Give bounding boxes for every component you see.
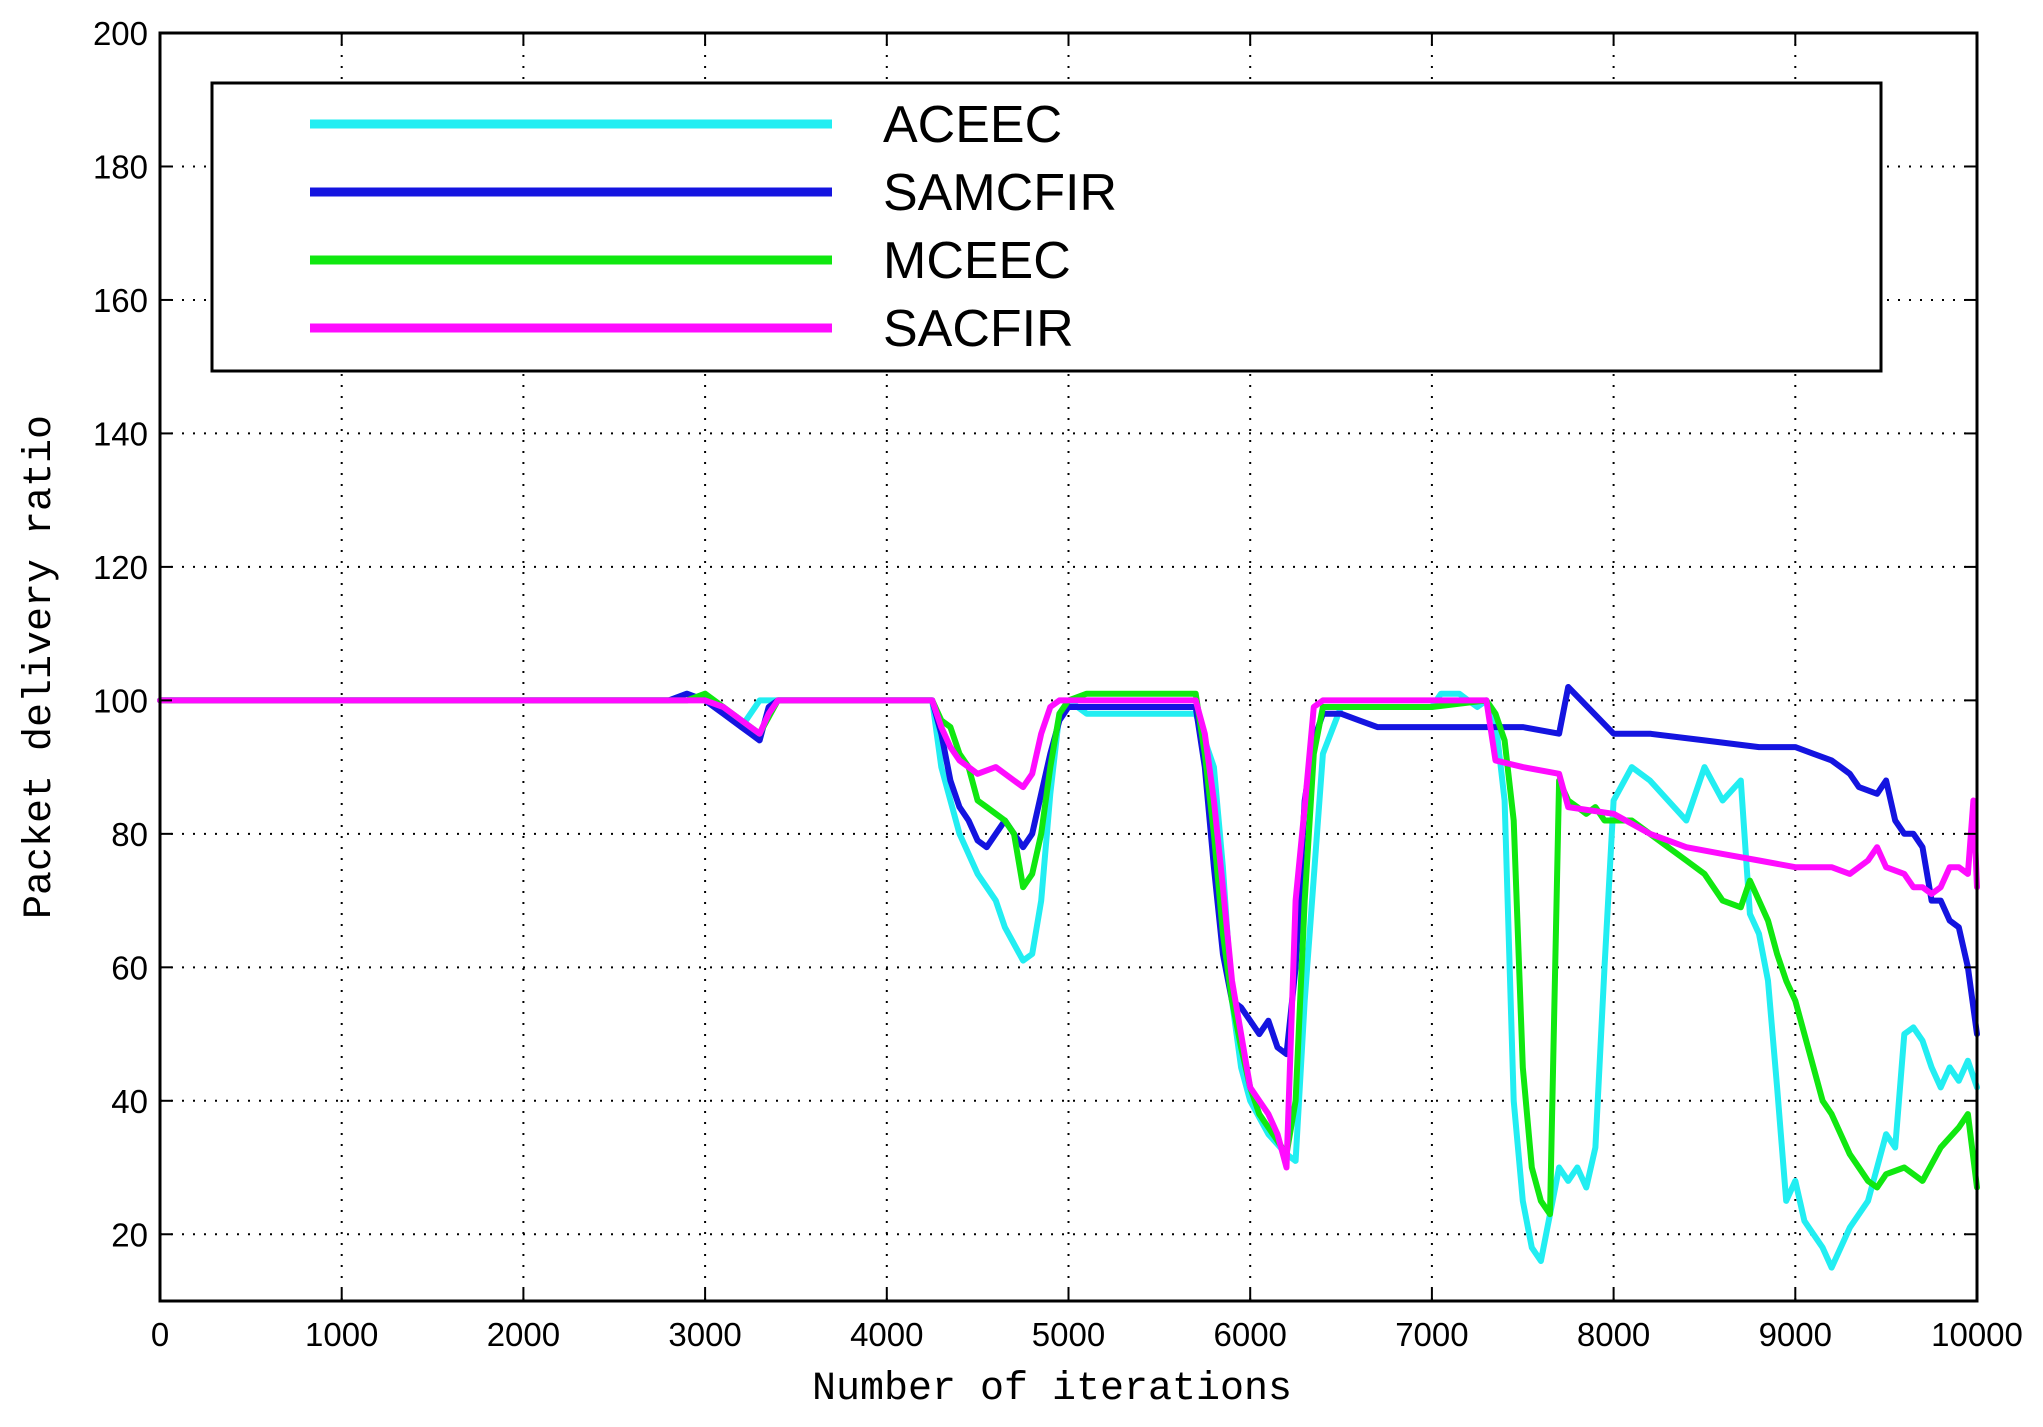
x-tick-label: 8000	[1577, 1316, 1650, 1353]
x-tick-label: 3000	[668, 1316, 741, 1353]
series-line-aceec	[157, 690, 1980, 1271]
x-tick-label: 1000	[305, 1316, 378, 1353]
y-tick-label: 200	[93, 15, 148, 52]
y-tick-label: 160	[93, 282, 148, 319]
legend-label-sacfir: SACFIR	[883, 300, 1074, 358]
legend-label-samcfir: SAMCFIR	[883, 164, 1117, 222]
series-line-samcfir	[157, 684, 1980, 1058]
series-line-sacfir	[157, 697, 1980, 1171]
x-tick-label: 9000	[1759, 1316, 1832, 1353]
x-tick-label: 6000	[1213, 1316, 1286, 1353]
x-tick-label: 0	[151, 1316, 169, 1353]
x-tick-label: 2000	[487, 1316, 560, 1353]
y-tick-label: 80	[111, 816, 148, 853]
y-tick-label: 120	[93, 549, 148, 586]
x-axis-title: Number of iterations	[812, 1367, 1292, 1412]
y-tick-label: 20	[111, 1216, 148, 1253]
legend-label-aceec: ACEEC	[883, 96, 1062, 154]
legend-label-mceec: MCEEC	[883, 232, 1071, 290]
legend-box	[210, 81, 1883, 373]
x-tick-label: 5000	[1032, 1316, 1105, 1353]
x-tick-label: 4000	[850, 1316, 923, 1353]
axis-ticks: 0 1000 2000 3000 4000 5000 6000 7000 8000 9000 100…	[93, 15, 2023, 1353]
series-lines	[157, 684, 1980, 1271]
x-tick-label: 10000	[1931, 1316, 2023, 1353]
y-tick-label: 140	[93, 415, 148, 452]
y-tick-label: 40	[111, 1083, 148, 1120]
y-tick-label: 180	[93, 148, 148, 185]
y-tick-label: 60	[111, 949, 148, 986]
x-tick-label: 7000	[1395, 1316, 1468, 1353]
series-line-mceec	[157, 690, 1980, 1218]
y-tick-label: 100	[93, 682, 148, 719]
legend: ACEEC SAMCFIR MCEEC SACFIR	[210, 81, 1883, 373]
y-axis-title: Packet delivery ratio	[18, 415, 63, 919]
